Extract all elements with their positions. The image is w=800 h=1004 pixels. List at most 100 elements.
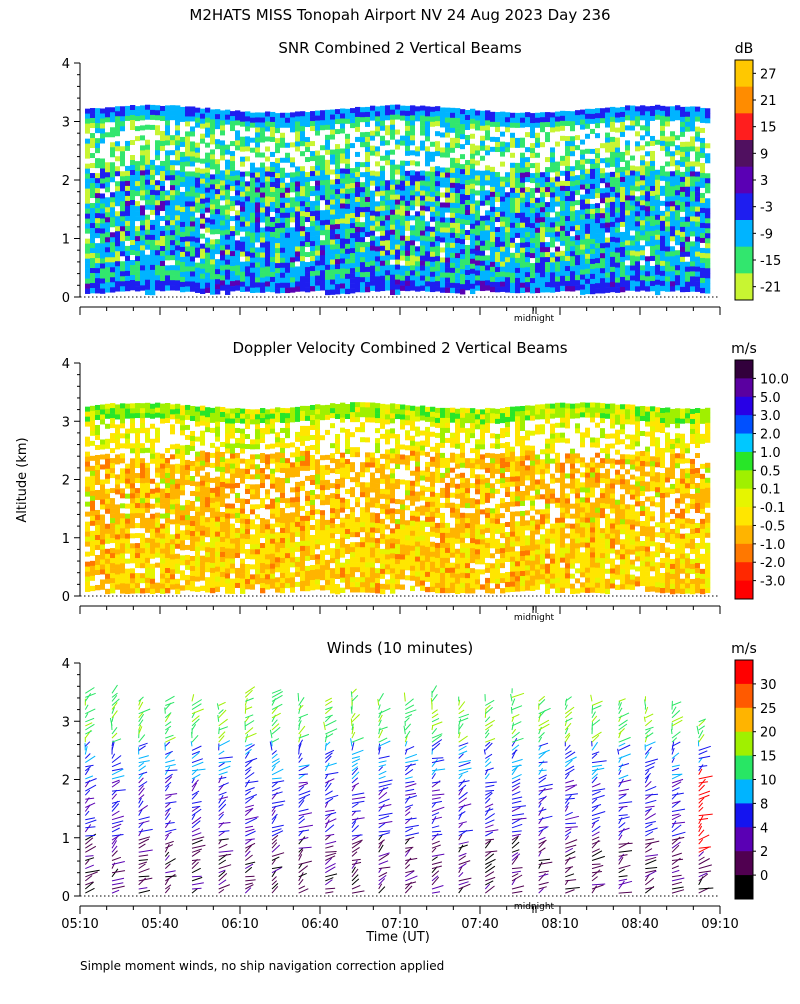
colorbar-label: -2.0 — [760, 556, 785, 571]
colorbar-swatch — [735, 581, 753, 600]
snr-midnight-label: midnight — [514, 314, 555, 324]
x-tick-label: 05:10 — [61, 917, 98, 932]
colorbar-swatch — [735, 360, 753, 379]
doppler-panel-title: Doppler Velocity Combined 2 Vertical Bea… — [232, 339, 567, 357]
colorbar-swatch — [735, 827, 753, 851]
y-tick-label: 0 — [62, 291, 70, 306]
colorbar-label: 30 — [760, 678, 777, 693]
colorbar-swatch — [735, 803, 753, 827]
doppler-colorbar-unit: m/s — [731, 341, 757, 357]
y-tick-label: 3 — [62, 715, 70, 730]
x-tick-label: 08:10 — [541, 917, 578, 932]
x-tick-label: 06:40 — [301, 917, 338, 932]
colorbar-swatch — [735, 415, 753, 434]
doppler-midnight-label: midnight — [514, 613, 555, 623]
colorbar-swatch — [735, 780, 753, 804]
colorbar-label: 2 — [760, 845, 768, 860]
colorbar-swatch — [735, 684, 753, 708]
doppler-colorbar: 10.05.03.02.01.00.50.1-0.1-0.5-1.0-2.0-3… — [735, 360, 789, 600]
colorbar-swatch — [735, 434, 753, 453]
x-tick-label: 05:40 — [141, 917, 178, 932]
winds-panel: Winds (10 minutes) 0 1 2 3 4 05:10 05:40 06:10 0… — [61, 639, 776, 945]
colorbar-label: 0.1 — [760, 483, 781, 498]
winds-colorbar-unit: m/s — [731, 641, 757, 657]
colorbar-label: 25 — [760, 702, 777, 717]
colorbar-swatch — [735, 875, 753, 899]
colorbar-swatch — [735, 140, 753, 167]
y-tick-label: 4 — [62, 357, 70, 372]
colorbar-label: 10 — [760, 774, 777, 789]
y-tick-label: 2 — [62, 174, 70, 189]
y-tick-label: 0 — [62, 590, 70, 605]
colorbar-swatch — [735, 167, 753, 194]
colorbar-label: 20 — [760, 726, 777, 741]
doppler-panel: Doppler Velocity Combined 2 Vertical Bea… — [15, 339, 789, 623]
wind-barbs — [85, 685, 713, 893]
y-tick-label: 0 — [62, 890, 70, 905]
y-tick-label: 1 — [62, 832, 70, 847]
colorbar-label: 8 — [760, 797, 768, 812]
colorbar-label: 0 — [760, 869, 768, 884]
colorbar-label: 3.0 — [760, 409, 781, 424]
colorbar-label: 9 — [760, 147, 768, 162]
snr-colorbar-unit: dB — [735, 41, 754, 57]
colorbar-swatch — [735, 193, 753, 220]
colorbar-swatch — [735, 247, 753, 274]
colorbar-label: -3 — [760, 201, 773, 216]
figure-title: M2HATS MISS Tonopah Airport NV 24 Aug 20… — [189, 6, 610, 24]
snr-heatmap — [85, 105, 710, 296]
colorbar-swatch — [735, 708, 753, 732]
colorbar-swatch — [735, 756, 753, 780]
colorbar-swatch — [735, 660, 753, 684]
colorbar-swatch — [735, 470, 753, 489]
y-tick-label: 2 — [62, 474, 70, 489]
colorbar-label: 3 — [760, 174, 768, 189]
x-tick-label: 06:10 — [221, 917, 258, 932]
y-tick-label: 3 — [62, 415, 70, 430]
colorbar-swatch — [735, 452, 753, 471]
colorbar-swatch — [735, 525, 753, 544]
colorbar-swatch — [735, 87, 753, 114]
colorbar-label: 5.0 — [760, 391, 781, 406]
winds-panel-title: Winds (10 minutes) — [327, 639, 474, 657]
colorbar-swatch — [735, 273, 753, 300]
doppler-heatmap — [85, 402, 710, 594]
colorbar-label: 1.0 — [760, 446, 781, 461]
colorbar-label: -21 — [760, 281, 781, 296]
colorbar-label: 2.0 — [760, 428, 781, 443]
y-tick-label: 1 — [62, 532, 70, 547]
colorbar-label: 10.0 — [760, 372, 789, 387]
colorbar-swatch — [735, 489, 753, 508]
colorbar-swatch — [735, 544, 753, 563]
colorbar-label: -15 — [760, 254, 781, 269]
y-axis-label: Altitude (km) — [15, 437, 30, 522]
colorbar-label: -0.1 — [760, 501, 785, 516]
x-tick-label: 08:40 — [621, 917, 658, 932]
colorbar-swatch — [735, 397, 753, 416]
y-tick-label: 3 — [62, 116, 70, 131]
colorbar-swatch — [735, 507, 753, 526]
colorbar-swatch — [735, 113, 753, 140]
colorbar-label: 15 — [760, 121, 777, 136]
colorbar-swatch — [735, 562, 753, 581]
colorbar-swatch — [735, 378, 753, 397]
colorbar-label: 27 — [760, 67, 777, 82]
colorbar-swatch — [735, 220, 753, 247]
y-tick-label: 1 — [62, 233, 70, 248]
colorbar-swatch — [735, 732, 753, 756]
colorbar-swatch — [735, 60, 753, 87]
colorbar-label: -1.0 — [760, 538, 785, 553]
colorbar-label: -3.0 — [760, 575, 785, 590]
x-axis-label: Time (UT) — [365, 930, 430, 945]
y-tick-label: 4 — [62, 57, 70, 72]
x-tick-label: 07:40 — [461, 917, 498, 932]
y-tick-label: 4 — [62, 657, 70, 672]
colorbar-swatch — [735, 851, 753, 875]
footer-note: Simple moment winds, no ship navigation … — [80, 959, 444, 973]
